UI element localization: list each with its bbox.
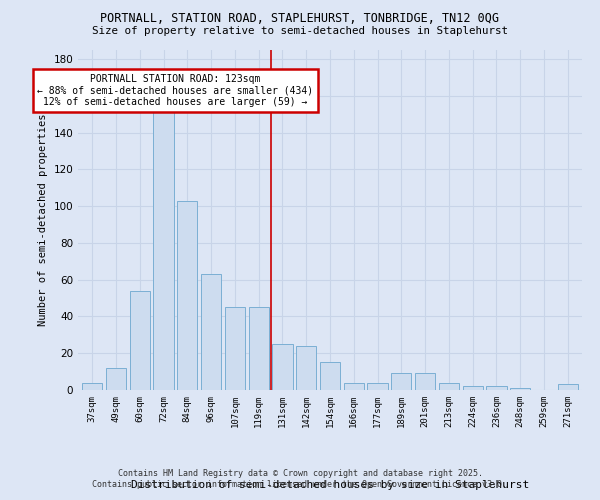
Bar bbox=[272, 344, 293, 390]
Bar bbox=[463, 386, 483, 390]
X-axis label: Distribution of semi-detached houses by size in Staplehurst: Distribution of semi-detached houses by … bbox=[131, 480, 529, 490]
Text: PORTNALL STATION ROAD: 123sqm
← 88% of semi-detached houses are smaller (434)
12: PORTNALL STATION ROAD: 123sqm ← 88% of s… bbox=[37, 74, 314, 107]
Bar bbox=[367, 382, 388, 390]
Bar bbox=[415, 374, 435, 390]
Bar bbox=[344, 382, 364, 390]
Y-axis label: Number of semi-detached properties: Number of semi-detached properties bbox=[38, 114, 48, 326]
Bar bbox=[177, 200, 197, 390]
Bar bbox=[130, 291, 150, 390]
Bar bbox=[557, 384, 578, 390]
Text: Size of property relative to semi-detached houses in Staplehurst: Size of property relative to semi-detach… bbox=[92, 26, 508, 36]
Bar bbox=[487, 386, 506, 390]
Bar bbox=[106, 368, 126, 390]
Bar bbox=[154, 109, 173, 390]
Bar bbox=[510, 388, 530, 390]
Bar bbox=[296, 346, 316, 390]
Text: Contains HM Land Registry data © Crown copyright and database right 2025.: Contains HM Land Registry data © Crown c… bbox=[118, 468, 482, 477]
Bar bbox=[225, 308, 245, 390]
Bar bbox=[439, 382, 459, 390]
Bar bbox=[248, 308, 269, 390]
Text: PORTNALL, STATION ROAD, STAPLEHURST, TONBRIDGE, TN12 0QG: PORTNALL, STATION ROAD, STAPLEHURST, TON… bbox=[101, 12, 499, 26]
Bar bbox=[320, 362, 340, 390]
Text: Contains public sector information licensed under the Open Government Licence v3: Contains public sector information licen… bbox=[92, 480, 508, 489]
Bar bbox=[391, 374, 412, 390]
Bar bbox=[82, 382, 103, 390]
Bar bbox=[201, 274, 221, 390]
